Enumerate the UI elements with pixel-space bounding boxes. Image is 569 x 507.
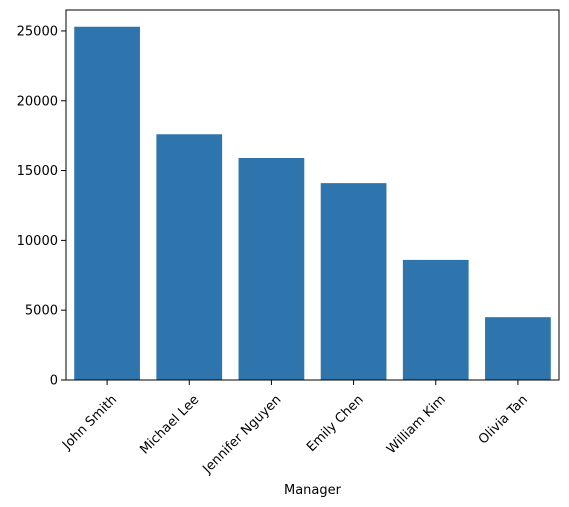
- bar-john-smith: [74, 26, 140, 380]
- y-tick-label: 0: [50, 374, 58, 389]
- plot-frame: [65, 9, 560, 381]
- y-tick-label: 15000: [17, 164, 58, 179]
- bar-olivia-tan: [485, 317, 551, 380]
- bars-group: [74, 26, 551, 380]
- bar-emily-chen: [320, 183, 387, 380]
- x-axis-title: Manager: [284, 483, 342, 498]
- bar-william-kim: [402, 259, 469, 380]
- y-axis: 0 5000 10000 15000 20000 25000: [17, 24, 66, 389]
- y-tick-label: 5000: [25, 304, 58, 319]
- y-tick-label: 20000: [17, 94, 58, 109]
- y-tick-label: 25000: [17, 24, 58, 39]
- bar-jennifer-nguyen: [238, 158, 305, 380]
- y-tick-label: 10000: [17, 234, 58, 249]
- bar-michael-lee: [156, 134, 223, 380]
